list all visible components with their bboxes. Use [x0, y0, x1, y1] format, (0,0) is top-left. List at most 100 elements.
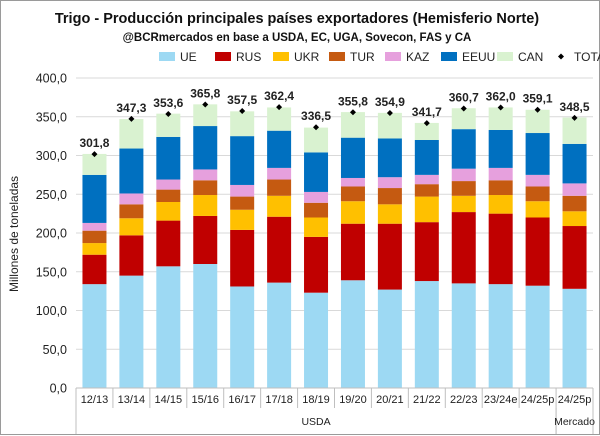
- bar-segment-tur: [525, 186, 550, 202]
- total-data-label: 359,1: [523, 92, 553, 106]
- bar-segment-ukr: [414, 196, 439, 223]
- total-marker: [202, 101, 209, 108]
- bar-segment-eeuu: [193, 126, 218, 170]
- total-data-label: 341,7: [412, 105, 442, 119]
- bar-segment-ukr: [156, 202, 181, 221]
- legend-swatch: [273, 52, 289, 61]
- bar-segment-tur: [377, 188, 402, 205]
- bar-segment-tur: [304, 202, 329, 218]
- bar-segment-ue: [119, 275, 144, 388]
- x-tick-label: 20/21: [376, 394, 404, 406]
- x-tick-label: 22/23: [450, 394, 478, 406]
- bar-segment-rus: [488, 213, 513, 285]
- bar-segment-eeuu: [267, 130, 292, 168]
- y-tick-label: 150,0: [36, 265, 67, 279]
- legend-swatch: [385, 52, 401, 61]
- bar-segment-ue: [377, 289, 402, 388]
- bar-segment-can: [82, 153, 107, 175]
- bar-segment-ue: [193, 264, 218, 388]
- x-tick-label: 13/14: [118, 394, 146, 406]
- bar-segment-tur: [488, 180, 513, 196]
- bar-segment-kaz: [304, 191, 329, 203]
- legend-swatch: [215, 52, 231, 61]
- bar-segment-ue: [340, 280, 365, 388]
- bar-segment-rus: [193, 215, 218, 264]
- bars: [82, 104, 587, 388]
- bar-segment-eeuu: [377, 138, 402, 178]
- y-tick-label: 400,0: [36, 72, 67, 86]
- legend-label: TOTAL: [574, 50, 600, 64]
- bar-segment-ukr: [562, 211, 587, 227]
- bar-segment-rus: [340, 223, 365, 281]
- bar-segment-ue: [304, 292, 329, 388]
- bar-segment-eeuu: [562, 143, 587, 184]
- bar-segment-tur: [414, 184, 439, 197]
- legend: UE RUS UKR TUR KAZ EEUU CAN TOTAL: [159, 50, 600, 64]
- bar-segment-can: [377, 112, 402, 139]
- bar-segment-kaz: [156, 179, 181, 190]
- bar-segment-tur: [156, 189, 181, 202]
- bar-segment-kaz: [119, 193, 144, 205]
- bar-segment-ukr: [377, 204, 402, 224]
- total-marker: [276, 104, 283, 111]
- x-tick-label: 12/13: [81, 394, 109, 406]
- bar-segment-ue: [525, 285, 550, 388]
- total-marker: [313, 124, 320, 131]
- y-tick-label: 250,0: [36, 188, 67, 202]
- bar-segment-eeuu: [304, 152, 329, 192]
- y-tick-label: 350,0: [36, 110, 67, 124]
- x-axis: 12/13 13/14 14/15 15/16 16/17 17/18 18/19 19/20…: [75, 387, 595, 434]
- total-marker: [460, 105, 467, 112]
- bar-segment-tur: [340, 186, 365, 202]
- bar-segment-ukr: [451, 195, 476, 213]
- chart-title: Trigo - Producción principales países ex…: [55, 11, 539, 27]
- legend-label: KAZ: [406, 50, 429, 64]
- bar-segment-rus: [267, 216, 292, 283]
- bar-segment-rus: [156, 220, 181, 267]
- bar-segment-tur: [193, 180, 218, 196]
- total-marker: [91, 151, 98, 158]
- bar-segment-can: [488, 107, 513, 130]
- bar-segment-can: [230, 111, 255, 137]
- y-tick-label: 0,0: [50, 382, 67, 396]
- legend-swatch: [329, 52, 345, 61]
- legend-label: TUR: [350, 50, 375, 64]
- bar-segment-kaz: [82, 222, 107, 231]
- legend-marker: [558, 53, 564, 60]
- bar-segment-ue: [82, 284, 107, 388]
- total-data-label: 360,7: [449, 90, 479, 104]
- bar-segment-kaz: [377, 177, 402, 189]
- total-data-label: 357,5: [227, 93, 257, 107]
- bar-segment-tur: [230, 196, 255, 210]
- bar-segment-rus: [562, 226, 587, 289]
- total-data-label: 348,5: [560, 100, 590, 114]
- y-tick-label: 100,0: [36, 304, 67, 318]
- bar-segment-eeuu: [488, 129, 513, 168]
- bar-segment-ue: [451, 283, 476, 388]
- bar-segment-eeuu: [340, 137, 365, 178]
- chart-subtitle: @BCRmercados en base a USDA, EC, UGA, So…: [123, 32, 472, 44]
- bar-segment-ue: [414, 281, 439, 388]
- total-marker: [349, 109, 356, 116]
- bar-segment-rus: [119, 235, 144, 276]
- bar-segment-kaz: [414, 174, 439, 185]
- bar-segment-ukr: [525, 201, 550, 218]
- total-data-label: 362,0: [486, 89, 516, 103]
- bar-segment-eeuu: [414, 140, 439, 175]
- total-data-label: 336,5: [301, 109, 331, 123]
- total-data-label: 301,8: [79, 136, 109, 150]
- bar-segment-ukr: [230, 209, 255, 230]
- bar-segment-eeuu: [451, 129, 476, 169]
- legend-label: UE: [180, 50, 197, 64]
- x-tick-label: 21/22: [413, 394, 441, 406]
- bar-segment-tur: [119, 204, 144, 219]
- total-data-label: 355,8: [338, 94, 368, 108]
- bar-segment-ukr: [193, 195, 218, 216]
- x-tick-label: 17/18: [265, 394, 293, 406]
- bar-segment-ukr: [267, 195, 292, 217]
- bar-segment-tur: [82, 230, 107, 244]
- bar-segment-can: [451, 108, 476, 130]
- bar-segment-rus: [377, 223, 402, 290]
- bar-segment-kaz: [451, 168, 476, 182]
